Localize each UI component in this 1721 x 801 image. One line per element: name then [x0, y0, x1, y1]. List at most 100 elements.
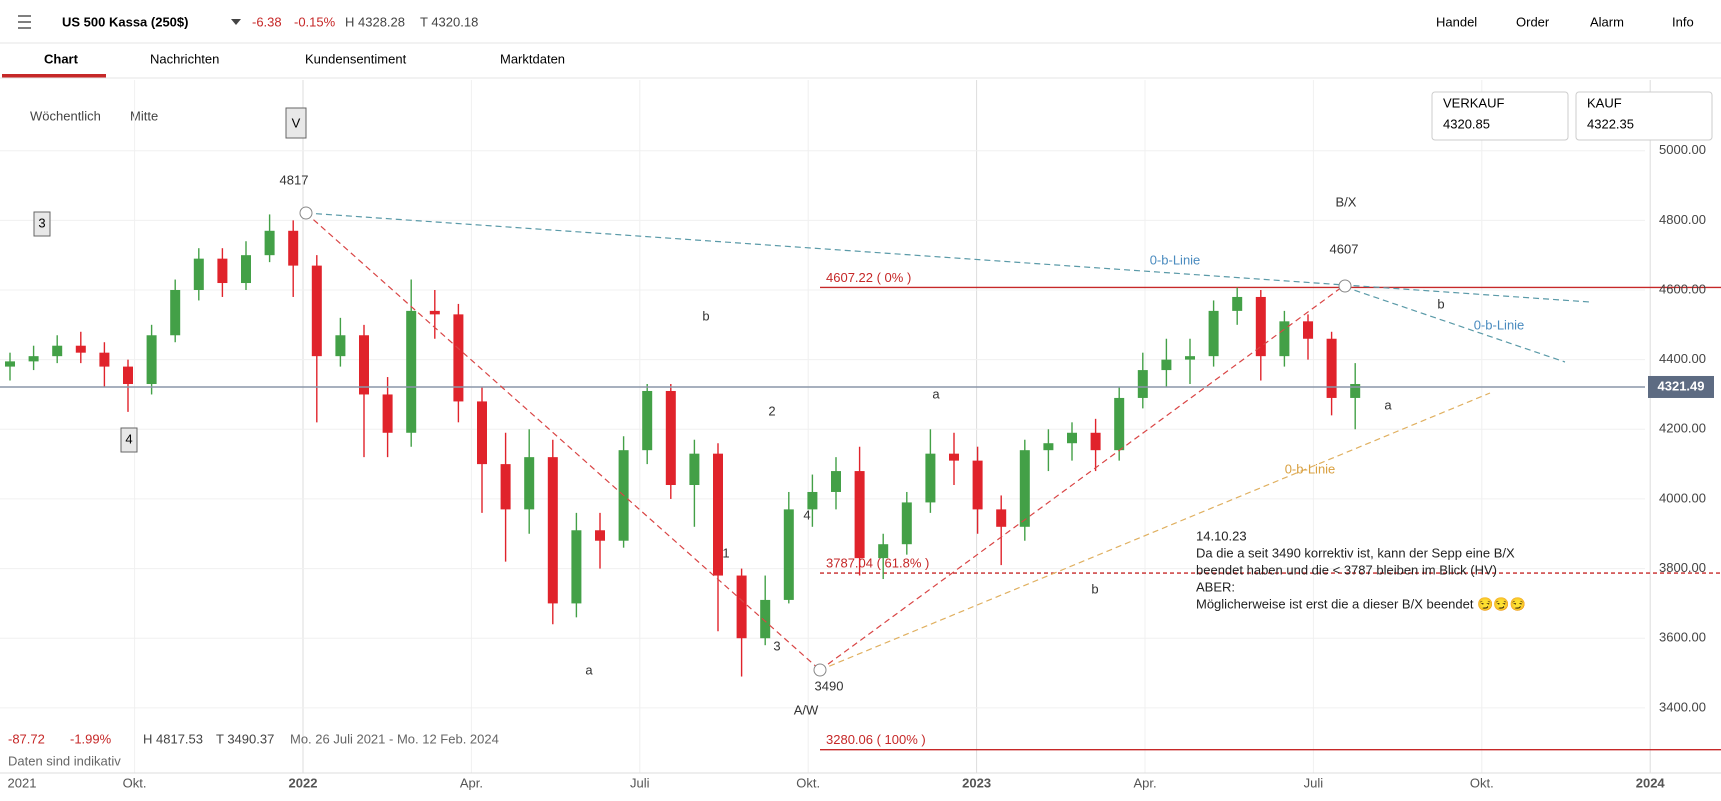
fib-label: 3787.04 ( 61.8% ): [826, 556, 929, 571]
pivot: [813, 663, 827, 677]
note-line: Da die a seit 3490 korrektiv ist, kann d…: [1196, 545, 1515, 560]
instrument[interactable]: US 500 Kassa (250$): [62, 14, 188, 29]
high: H 4328.28: [345, 14, 405, 29]
candle-body: [335, 335, 346, 357]
footer-change: -87.72: [8, 731, 45, 746]
annotation: 3: [773, 638, 780, 653]
annotation: a: [932, 386, 940, 401]
candle-body: [595, 530, 605, 541]
y-tick-label: 5000.00: [1659, 142, 1706, 157]
sell-box[interactable]: [1431, 91, 1569, 141]
price-type[interactable]: Mitte: [130, 108, 158, 123]
note-line: beendet haben und die < 3787 bleiben im …: [1196, 562, 1497, 577]
candle-body: [713, 453, 723, 576]
candle-body: [241, 255, 251, 284]
y-tick-label: 3800.00: [1659, 560, 1706, 575]
sell-label[interactable]: VERKAUF: [1443, 95, 1504, 110]
candle-body: [382, 394, 393, 433]
buy-label[interactable]: KAUF: [1587, 95, 1622, 110]
dropdown[interactable]: [231, 19, 241, 25]
nav-item[interactable]: Order: [1516, 14, 1550, 29]
candle-body: [854, 471, 865, 559]
tab[interactable]: Marktdaten: [500, 51, 565, 66]
nav-item[interactable]: Handel: [1436, 14, 1477, 29]
x-tick-label: Apr.: [1133, 775, 1156, 790]
tab[interactable]: Chart: [44, 51, 79, 66]
box: [33, 211, 51, 237]
candle-body: [311, 265, 322, 357]
interval[interactable]: Wöchentlich: [30, 108, 101, 123]
annotation: 2: [768, 403, 775, 418]
candle-body: [52, 345, 63, 357]
current-price-tag: [1648, 375, 1714, 398]
candle-body: [1067, 432, 1077, 444]
candle-body: [1255, 296, 1266, 357]
x-tick-label: 2024: [1636, 775, 1666, 790]
footer-note: Daten sind indikativ: [8, 753, 121, 768]
nav-item[interactable]: Info: [1672, 14, 1694, 29]
candle-body: [99, 352, 110, 367]
x-tick-label: Okt.: [123, 775, 147, 790]
candle-body: [500, 464, 511, 510]
candle-body: [547, 457, 558, 604]
change-pct: -0.15%: [294, 14, 336, 29]
annotation: 1: [722, 545, 729, 560]
annotation: a: [585, 662, 593, 677]
y-tick-label: 4600.00: [1659, 281, 1706, 296]
candle-body: [1279, 321, 1290, 357]
candle-body: [453, 314, 464, 402]
candle-body: [193, 258, 204, 290]
tab[interactable]: Nachrichten: [150, 51, 219, 66]
annotation: 0-b-Linie: [1474, 317, 1525, 332]
candle-body: [28, 356, 39, 362]
y-tick-label: 3600.00: [1659, 630, 1706, 645]
sell-price[interactable]: 4320.85: [1443, 116, 1490, 131]
x-tick-label: 2022: [289, 775, 318, 790]
candle-body: [878, 544, 889, 559]
current-price-label: 4321.49: [1658, 378, 1705, 393]
candle-body: [5, 361, 15, 367]
x-tick-label: 2021: [8, 775, 37, 790]
candle-body: [996, 509, 1007, 527]
candle-body: [949, 453, 959, 461]
box: [120, 427, 138, 453]
x-tick-label: Juli: [630, 775, 650, 790]
annotation: 4: [803, 507, 810, 522]
candle-body: [783, 509, 794, 600]
candle-body: [1137, 370, 1148, 398]
footer-high: H 4817.53: [143, 731, 203, 746]
top-bar: [0, 0, 1721, 43]
candle-body: [1090, 432, 1101, 451]
candle-body: [1114, 397, 1125, 451]
wave-label: 4: [125, 431, 132, 446]
x-tick-label: Apr.: [460, 775, 483, 790]
pivot: [1338, 279, 1352, 293]
candle-body: [123, 366, 133, 385]
candle-body: [288, 230, 299, 266]
candle-body: [1303, 321, 1313, 339]
menu-icon[interactable]: [18, 15, 31, 29]
candle-body: [75, 345, 86, 353]
candle-body: [1232, 296, 1243, 311]
candle-body: [1350, 384, 1361, 398]
note-line: 14.10.23: [1196, 528, 1247, 543]
candle-body: [1326, 338, 1337, 398]
x-tick-label: Okt.: [1470, 775, 1494, 790]
candle-body: [736, 575, 747, 639]
tab[interactable]: Kundensentiment: [305, 51, 407, 66]
y-tick-label: 4200.00: [1659, 421, 1706, 436]
nav-item[interactable]: Alarm: [1590, 14, 1624, 29]
footer-change-pct: -1.99%: [70, 731, 112, 746]
candle-body: [477, 401, 487, 465]
candle-body: [642, 390, 653, 451]
y-tick-label: 4400.00: [1659, 351, 1706, 366]
note: 14.10.23 Da die a seit 3490 korrektiv is…: [1196, 528, 1526, 611]
x-tick-label: Okt.: [796, 775, 820, 790]
buy-price[interactable]: 4322.35: [1587, 116, 1634, 131]
candle-body: [901, 502, 912, 545]
plot: 4607.22 ( 0% ) 3787.04 ( 61.8% ) 3280.06 (…: [0, 80, 1721, 773]
candle-body: [1185, 356, 1195, 360]
note-line: ABER:: [1196, 579, 1235, 594]
candle-body: [1043, 443, 1054, 451]
buy-box[interactable]: [1575, 91, 1713, 141]
